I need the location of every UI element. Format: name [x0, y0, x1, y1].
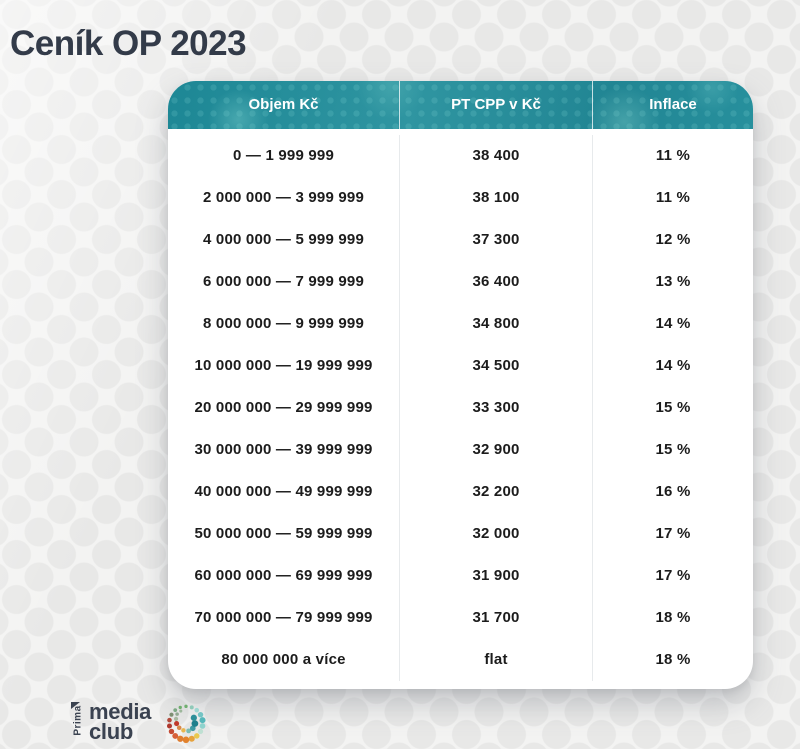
table-row: 6 000 000 — 7 999 999 36 400 13 % — [168, 261, 753, 303]
cell-objem: 0 — 1 999 999 — [168, 135, 400, 177]
cell-objem: 80 000 000 a více — [168, 639, 400, 681]
cell-inflace: 11 % — [655, 189, 691, 206]
cell-cpp: 32 000 — [400, 513, 593, 555]
cell-inflace: 14 % — [655, 315, 691, 332]
cell-inflace: 11 % — [655, 147, 691, 164]
cell-inflace: 17 % — [655, 525, 691, 542]
cell-inflace: 18 % — [655, 609, 691, 626]
cell-objem: 10 000 000 — 19 999 999 — [168, 345, 400, 387]
table-row: 20 000 000 — 29 999 999 33 300 15 % — [168, 387, 753, 429]
cell-cpp: 38 100 — [400, 177, 593, 219]
cell-objem: 30 000 000 — 39 999 999 — [168, 429, 400, 471]
table-row: 2 000 000 — 3 999 999 38 100 11 % — [168, 177, 753, 219]
cell-cpp: 37 300 — [400, 219, 593, 261]
cell-cpp: 33 300 — [400, 387, 593, 429]
cell-objem: 8 000 000 — 9 999 999 — [168, 303, 400, 345]
cell-objem: 70 000 000 — 79 999 999 — [168, 597, 400, 639]
prima-logo: Prima — [70, 701, 85, 743]
media-club-wordmark: media club — [89, 698, 152, 744]
table-row: 30 000 000 — 39 999 999 32 900 15 % — [168, 429, 753, 471]
media-club-spiral-icon — [167, 704, 206, 744]
table-header-row: Objem Kč PT CPP v Kč Inflace — [168, 81, 753, 129]
column-header-cpp: PT CPP v Kč — [400, 81, 593, 129]
table-body: 0 — 1 999 999 38 400 11 % 2 000 000 — 3 999… — [168, 129, 753, 689]
cell-objem: 60 000 000 — 69 999 999 — [168, 555, 400, 597]
footer-logo: Prima media club — [70, 698, 209, 746]
media-club-line2: club — [89, 719, 134, 744]
price-table-card: Objem Kč PT CPP v Kč Inflace 0 — 1 999 9… — [168, 81, 753, 689]
table-row: 8 000 000 — 9 999 999 34 800 14 % — [168, 303, 753, 345]
cell-cpp: 31 900 — [400, 555, 593, 597]
cell-objem: 4 000 000 — 5 999 999 — [168, 219, 400, 261]
table-row: 50 000 000 — 59 999 999 32 000 17 % — [168, 513, 753, 555]
prima-flag-icon — [71, 702, 80, 709]
cell-inflace: 18 % — [655, 651, 691, 668]
cell-objem: 40 000 000 — 49 999 999 — [168, 471, 400, 513]
cell-inflace: 15 % — [655, 441, 691, 458]
table-row: 60 000 000 — 69 999 999 31 900 17 % — [168, 555, 753, 597]
table-row: 0 — 1 999 999 38 400 11 % — [168, 135, 753, 177]
cell-inflace: 14 % — [655, 357, 691, 374]
prima-logo-label: Prima — [72, 705, 84, 736]
cell-inflace: 12 % — [655, 231, 691, 248]
page-title: Ceník OP 2023 — [10, 24, 247, 63]
cell-objem: 50 000 000 — 59 999 999 — [168, 513, 400, 555]
table-row: 70 000 000 — 79 999 999 31 700 18 % — [168, 597, 753, 639]
table-row: 10 000 000 — 19 999 999 34 500 14 % — [168, 345, 753, 387]
cell-inflace: 13 % — [655, 273, 691, 290]
cell-cpp: 34 800 — [400, 303, 593, 345]
cell-cpp: 34 500 — [400, 345, 593, 387]
cell-objem: 20 000 000 — 29 999 999 — [168, 387, 400, 429]
cell-inflace: 16 % — [655, 483, 691, 500]
table-row: 4 000 000 — 5 999 999 37 300 12 % — [168, 219, 753, 261]
cell-objem: 6 000 000 — 7 999 999 — [168, 261, 400, 303]
column-header-objem: Objem Kč — [168, 81, 400, 129]
cell-objem: 2 000 000 — 3 999 999 — [168, 177, 400, 219]
cell-cpp: 36 400 — [400, 261, 593, 303]
table-row: 80 000 000 a více flat 18 % — [168, 639, 753, 681]
cell-inflace: 15 % — [655, 399, 691, 416]
table-row: 40 000 000 — 49 999 999 32 200 16 % — [168, 471, 753, 513]
cell-cpp: 38 400 — [400, 135, 593, 177]
cell-cpp: 32 200 — [400, 471, 593, 513]
cell-cpp: flat — [400, 639, 593, 681]
media-club-line1: media — [89, 698, 152, 724]
cell-cpp: 32 900 — [400, 429, 593, 471]
cell-cpp: 31 700 — [400, 597, 593, 639]
column-header-inflace: Inflace — [649, 96, 697, 113]
cell-inflace: 17 % — [655, 567, 691, 584]
